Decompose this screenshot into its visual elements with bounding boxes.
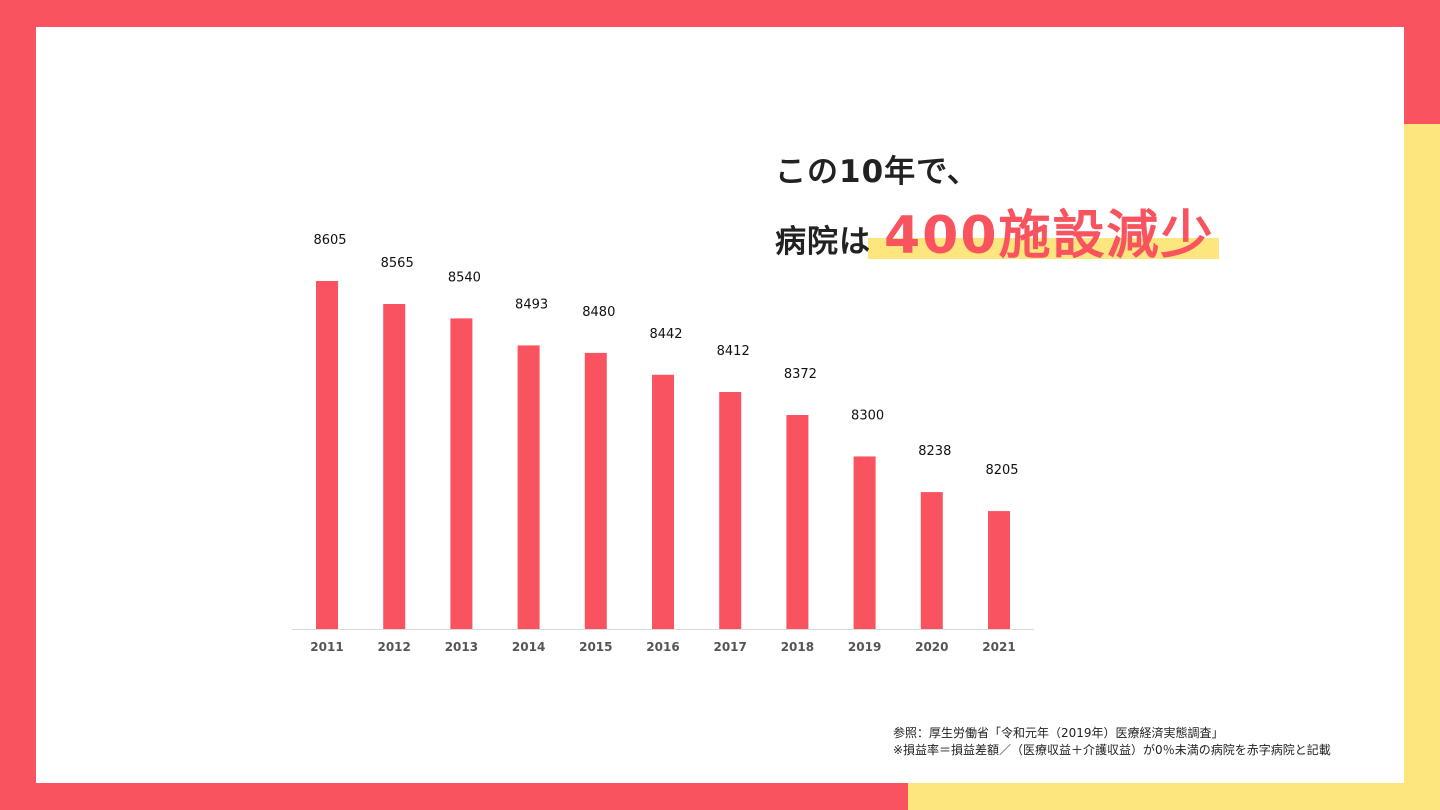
bar-value-label: 8442 xyxy=(649,327,682,342)
bar-value-label: 8605 xyxy=(313,233,346,248)
x-tick-label: 2016 xyxy=(646,640,679,654)
x-tick-label: 2012 xyxy=(377,640,410,654)
x-tick-label: 2014 xyxy=(512,640,545,654)
bar-2016 xyxy=(652,374,674,629)
bar-value-label: 8205 xyxy=(985,463,1018,478)
emphasis-highlight xyxy=(868,238,1219,259)
bar-2011 xyxy=(316,281,338,629)
footnote: 参照：厚生労働省「令和元年（2019年）医療経済実態調査」 ※損益率＝損益差額／… xyxy=(893,725,1331,759)
bar-value-label: 8480 xyxy=(582,305,615,320)
footnote-note: ※損益率＝損益差額／（医療収益＋介護収益）が0％未満の病院を赤字病院と記載 xyxy=(893,743,1331,757)
bar-value-label: 8565 xyxy=(381,256,414,271)
bar-value-label: 8493 xyxy=(515,297,548,312)
bar-2017 xyxy=(719,392,742,629)
x-tick-label: 2017 xyxy=(713,640,746,654)
bar-2014 xyxy=(517,345,540,629)
x-tick-label: 2013 xyxy=(445,640,478,654)
x-tick-label: 2018 xyxy=(781,640,814,654)
bar-2012 xyxy=(383,304,406,629)
bar-2018 xyxy=(786,415,809,629)
bar-2021 xyxy=(988,511,1010,629)
x-tick-label: 2015 xyxy=(579,640,612,654)
bar-2019 xyxy=(853,456,876,629)
bar-value-label: 8372 xyxy=(784,367,817,382)
bar-2013 xyxy=(450,318,473,629)
x-tick-label: 2019 xyxy=(848,640,881,654)
headline-emphasis: 400施設減少 xyxy=(884,206,1215,266)
yellow-accent-bottom xyxy=(908,783,1440,810)
bar-value-label: 8540 xyxy=(448,270,481,285)
bar-2015 xyxy=(584,352,607,629)
headline-line2-prefix: 病院は xyxy=(775,224,871,260)
footnote-source: 参照：厚生労働省「令和元年（2019年）医療経済実態調査」 xyxy=(893,726,1224,740)
headline-line1: この10年で、 xyxy=(775,154,979,190)
x-tick-label: 2011 xyxy=(310,640,343,654)
x-tick-label: 2020 xyxy=(915,640,948,654)
bar-value-label: 8412 xyxy=(717,344,750,359)
bar-value-label: 8238 xyxy=(918,444,951,459)
yellow-accent-right xyxy=(1404,124,1440,810)
bar-2020 xyxy=(920,492,943,629)
x-tick-label: 2021 xyxy=(982,640,1015,654)
bar-value-label: 8300 xyxy=(851,408,884,423)
